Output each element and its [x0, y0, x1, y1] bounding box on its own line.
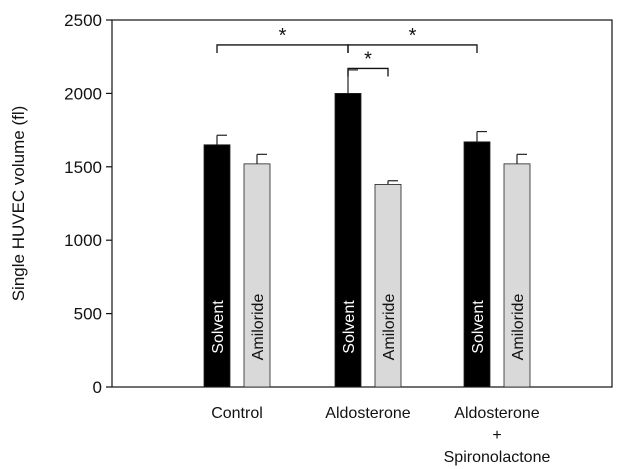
y-axis-title: Single HUVEC volume (fl)	[9, 106, 28, 302]
significance-bracket	[347, 44, 478, 53]
bar-label: Solvent	[341, 300, 358, 354]
bar-amiloride	[374, 184, 402, 388]
y-tick-label: 1500	[64, 158, 102, 177]
significance-bracket	[347, 67, 389, 77]
bar-amiloride	[503, 163, 531, 388]
bar-label: Amiloride	[510, 294, 527, 361]
category-label: Aldosterone	[454, 405, 539, 422]
bar-solvent	[463, 141, 491, 388]
y-tick-label: 500	[74, 305, 102, 324]
y-tick-label: 0	[93, 378, 102, 397]
bar-label: Solvent	[470, 300, 487, 354]
category-label: Control	[211, 405, 263, 422]
bar-label: Solvent	[210, 300, 227, 354]
y-tick-label: 2500	[64, 11, 102, 30]
significance-label: *	[409, 25, 417, 47]
plot-frame	[111, 19, 613, 388]
y-tick-label: 1000	[64, 231, 102, 250]
y-tick-label: 2000	[64, 84, 102, 103]
category-label: Aldosterone	[325, 405, 410, 422]
bar-solvent	[203, 144, 231, 388]
category-label: +	[492, 427, 501, 444]
bar-label: Amiloride	[250, 294, 267, 361]
bar-label: Amiloride	[381, 294, 398, 361]
significance-label: *	[364, 48, 372, 70]
bar-solvent	[334, 93, 362, 388]
category-label: Spironolactone	[444, 449, 551, 466]
significance-label: *	[279, 25, 287, 47]
